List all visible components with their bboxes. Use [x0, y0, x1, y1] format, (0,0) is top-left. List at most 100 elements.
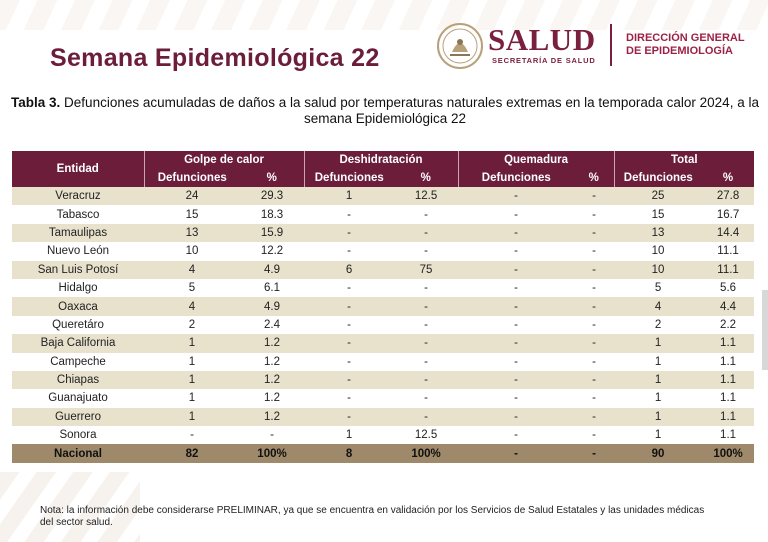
scrollbar[interactable] — [762, 290, 768, 370]
brand-name: SALUD — [488, 22, 596, 57]
table-cell: 1 — [304, 187, 395, 206]
table-cell: 1 — [144, 389, 240, 408]
table-cell: 12.5 — [394, 426, 459, 445]
table-cell: Nacional — [12, 444, 144, 463]
table-cell: - — [304, 352, 395, 371]
caption-text: Defunciones acumuladas de daños a la sal… — [60, 95, 759, 126]
table-cell: 15.9 — [240, 223, 305, 243]
table-cell: 6.1 — [240, 278, 305, 298]
table-cell: 24 — [144, 187, 240, 206]
table-cell: 1 — [614, 426, 703, 445]
entity-name-cell: Tamaulipas — [12, 223, 144, 243]
table-cell: 4.4 — [702, 297, 755, 316]
table-cell: - — [304, 278, 395, 298]
header-group-golpe-de-calor: Golpe de calor — [143, 151, 305, 169]
table-cell: 1.2 — [240, 334, 305, 353]
table-cell: 1 — [144, 334, 240, 353]
table-cell: 1 — [614, 352, 703, 371]
table-cell: 4.9 — [240, 260, 305, 279]
table-cell: - — [574, 315, 615, 335]
decorative-pattern-top — [0, 0, 768, 30]
table-cell: - — [458, 278, 575, 298]
table-cell: 1 — [614, 389, 703, 408]
table-row: Queretáro 2 2.4- - - -2 2.2 — [12, 315, 755, 335]
table-cell: - — [394, 407, 459, 427]
header-group-total: Total — [613, 151, 755, 169]
entity-name-cell: Campeche — [12, 352, 144, 371]
table-row: Guanajuato 1 1.2- - - -1 1.1 — [12, 389, 755, 408]
table-cell: - — [458, 187, 575, 206]
entity-name-cell: Veracruz — [12, 187, 144, 206]
table-row: Campeche 1 1.2- - - -1 1.1 — [12, 352, 755, 371]
table-cell: 1.2 — [240, 370, 305, 390]
table-cell: - — [304, 242, 395, 261]
table-row: Veracruz 24 29.3 1 12.5- -25 27.8 — [12, 187, 755, 206]
table-cell: 27.8 — [702, 187, 755, 206]
table-cell: 16.7 — [702, 205, 755, 224]
table-cell: - — [304, 334, 395, 353]
table-cell: - — [458, 334, 575, 353]
table-cell: - — [458, 389, 575, 408]
table-cell: 12.2 — [240, 242, 305, 261]
table-cell: - — [304, 407, 395, 427]
coat-of-arms-icon — [437, 23, 483, 69]
table-cell: 15 — [614, 205, 703, 224]
mortality-table: Entidad Golpe de calor Deshidratación Qu… — [12, 151, 755, 463]
entity-name-cell: Baja California — [12, 334, 144, 353]
table-cell: 1.2 — [240, 407, 305, 427]
entity-name-cell: Guanajuato — [12, 389, 144, 408]
entity-name-cell: Nuevo León — [12, 242, 144, 261]
table-cell: 11.1 — [702, 242, 755, 261]
table-cell: 90 — [614, 444, 703, 463]
page-title: Semana Epidemiológica 22 — [50, 44, 380, 72]
table-cell: - — [304, 297, 395, 316]
table-cell: 2.2 — [702, 315, 755, 335]
table-cell: 1.1 — [702, 407, 755, 427]
entity-name-cell: Oaxaca — [12, 297, 144, 316]
table-cell: - — [574, 370, 615, 390]
table-cell: 1 — [304, 426, 395, 445]
table-cell: - — [458, 444, 575, 463]
header-percent: % — [240, 169, 305, 187]
table-row: Chiapas 1 1.2- - - -1 1.1 — [12, 370, 755, 390]
table-cell: 82 — [144, 444, 240, 463]
table-cell: - — [304, 223, 395, 243]
table-cell: 2 — [144, 315, 240, 335]
table-cell: 1 — [144, 407, 240, 427]
table-row: Nuevo León 10 12.2- - - -10 11.1 — [12, 242, 755, 261]
table-cell: - — [574, 352, 615, 371]
header-group-deshidratacion: Deshidratación — [303, 151, 459, 169]
table-cell: 100% — [394, 444, 459, 463]
table-cell: 25 — [614, 187, 703, 206]
table-cell: 1.2 — [240, 352, 305, 371]
table-cell: - — [394, 315, 459, 335]
entity-name-cell: San Luis Potosí — [12, 260, 144, 279]
table-row: Tamaulipas 13 15.9- - - -13 14.4 — [12, 223, 755, 243]
table-cell: - — [458, 370, 575, 390]
header-defunciones: Defunciones — [143, 169, 240, 187]
table-cell: - — [304, 205, 395, 224]
table-cell: 4 — [144, 297, 240, 316]
table-cell: 2.4 — [240, 315, 305, 335]
table-cell: 13 — [144, 223, 240, 243]
table-cell: 1 — [614, 407, 703, 427]
table-cell: - — [458, 407, 575, 427]
table-cell: - — [458, 315, 575, 335]
table-cell: 5 — [144, 278, 240, 298]
table-cell: - — [458, 205, 575, 224]
table-body: Veracruz 24 29.3 1 12.5- -25 27.8 Tabasco 15 18.3… — [12, 187, 755, 445]
table-cell: - — [458, 242, 575, 261]
table-row: Hidalgo 5 6.1- - - -5 5.6 — [12, 278, 755, 298]
table-cell: 100% — [702, 444, 755, 463]
decorative-pattern-bottom — [0, 472, 140, 542]
table-cell: 29.3 — [240, 187, 305, 206]
table-row: Guerrero 1 1.2- - - -1 1.1 — [12, 407, 755, 427]
table-cell: 1.1 — [702, 334, 755, 353]
table-cell: 1.1 — [702, 352, 755, 371]
table-cell: - — [574, 223, 615, 243]
department-line-2: DE EPIDEMIOLOGÍA — [626, 45, 733, 57]
table-cell: - — [574, 444, 615, 463]
table-cell: 5 — [614, 278, 703, 298]
entity-name-cell: Queretáro — [12, 315, 144, 335]
entity-name-cell: Guerrero — [12, 407, 144, 427]
